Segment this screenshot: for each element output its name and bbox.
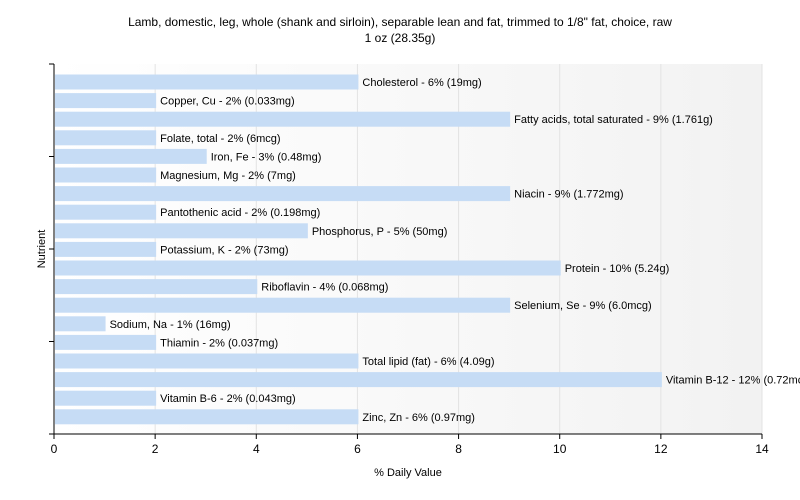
x-tick-label-4: 8 <box>455 442 462 456</box>
bar-label-9: Potassium, K - 2% (73mg) <box>160 244 288 256</box>
bar-label-1: Copper, Cu - 2% (0.033mg) <box>160 96 295 108</box>
x-tick-label-3: 6 <box>354 442 361 456</box>
x-tick-label-1: 2 <box>152 442 159 456</box>
bar-label-15: Total lipid (fat) - 6% (4.09g) <box>362 356 494 368</box>
axes: 0 2 4 6 8 10 12 14 <box>49 63 769 456</box>
bar-label-16: Vitamin B-12 - 12% (0.72mcg) <box>666 375 800 387</box>
chart-subtitle: 1 oz (28.35g) <box>364 31 436 45</box>
x-tick-label-5: 10 <box>553 442 567 456</box>
bar-label-13: Sodium, Na - 1% (16mg) <box>110 319 231 331</box>
bar-16 <box>55 372 662 388</box>
bar-2 <box>55 111 511 127</box>
bar-label-11: Riboflavin - 4% (0.068mg) <box>261 282 388 294</box>
bar-label-4: Iron, Fe - 3% (0.48mg) <box>211 151 322 163</box>
bar-label-0: Cholesterol - 6% (19mg) <box>362 77 481 89</box>
chart-title: Lamb, domestic, leg, whole (shank and si… <box>128 15 672 29</box>
bar-12 <box>55 297 511 313</box>
bar-10 <box>55 260 561 276</box>
bar-label-3: Folate, total - 2% (6mcg) <box>160 133 280 145</box>
bar-9 <box>55 241 157 257</box>
bar-5 <box>55 167 157 183</box>
bar-17 <box>55 390 157 406</box>
bar-label-18: Zinc, Zn - 6% (0.97mg) <box>362 412 474 424</box>
bars: Cholesterol - 6% (19mg) Copper, Cu - 2% (… <box>55 74 800 425</box>
bar-14 <box>55 334 157 350</box>
bar-7 <box>55 204 157 220</box>
bar-label-2: Fatty acids, total saturated - 9% (1.761… <box>514 114 713 126</box>
bar-label-17: Vitamin B-6 - 2% (0.043mg) <box>160 393 296 405</box>
x-tick-label-6: 12 <box>654 442 668 456</box>
bar-13 <box>55 316 106 332</box>
bar-label-5: Magnesium, Mg - 2% (7mg) <box>160 170 296 182</box>
bar-18 <box>55 409 359 425</box>
bar-label-7: Pantothenic acid - 2% (0.198mg) <box>160 207 320 219</box>
bar-15 <box>55 353 359 369</box>
bar-6 <box>55 186 511 202</box>
bar-11 <box>55 279 258 295</box>
bar-4 <box>55 148 207 164</box>
x-tick-label-0: 0 <box>51 442 58 456</box>
bar-1 <box>55 93 157 109</box>
bar-label-12: Selenium, Se - 9% (6.0mcg) <box>514 300 652 312</box>
y-axis-title: Nutrient <box>36 230 48 269</box>
x-tick-label-7: 14 <box>755 442 769 456</box>
bar-label-8: Phosphorus, P - 5% (50mg) <box>312 226 448 238</box>
bar-0 <box>55 74 359 90</box>
bar-8 <box>55 223 308 239</box>
bar-label-14: Thiamin - 2% (0.037mg) <box>160 337 278 349</box>
x-tick-label-2: 4 <box>253 442 260 456</box>
x-axis-title: % Daily Value <box>374 467 442 479</box>
bar-label-6: Niacin - 9% (1.772mg) <box>514 189 623 201</box>
bar-3 <box>55 130 157 146</box>
bar-label-10: Protein - 10% (5.24g) <box>565 263 670 275</box>
